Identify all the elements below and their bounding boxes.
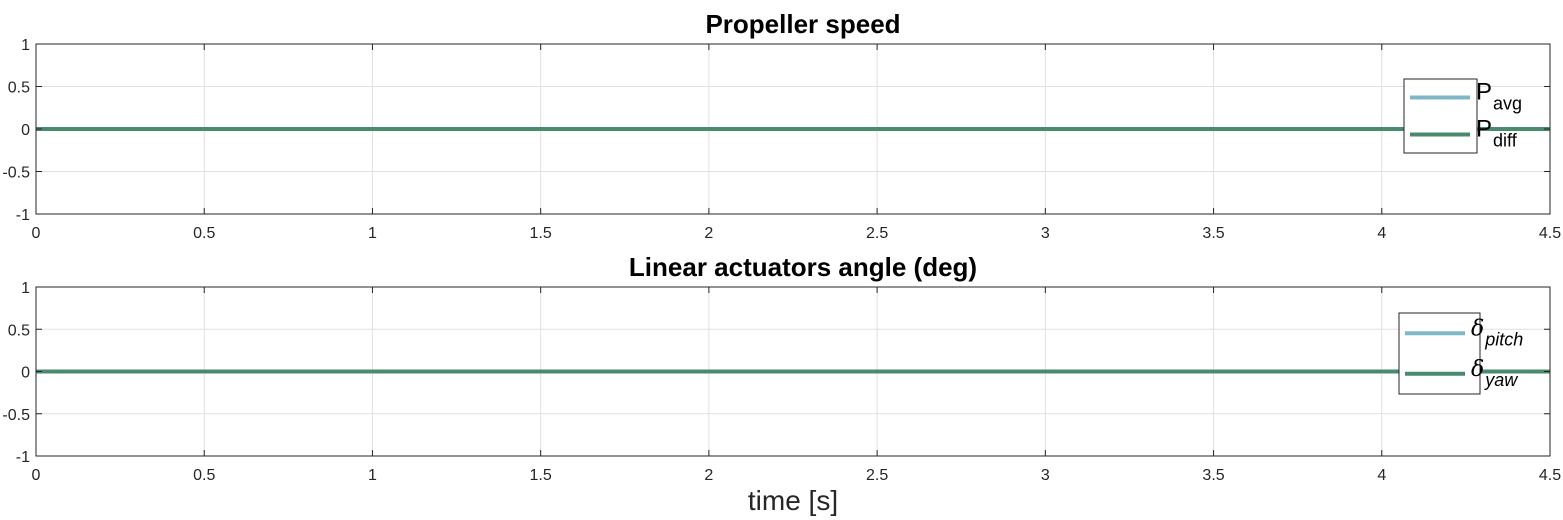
- x-tick-label: 0.5: [193, 225, 215, 242]
- y-tick-label: -1: [16, 449, 30, 466]
- x-tick-label: 4.5: [1539, 225, 1561, 242]
- x-tick-label: 1.5: [530, 467, 552, 484]
- legend-box: [1398, 312, 1481, 395]
- x-tick-label: 3.5: [1202, 225, 1224, 242]
- legend-entry-yaw: δyaw: [1405, 357, 1518, 390]
- x-axis-label: time [s]: [748, 485, 838, 516]
- y-tick-label: 0.5: [8, 80, 30, 97]
- y-tick-label: -0.5: [2, 407, 30, 424]
- x-tick-label: 0: [32, 467, 41, 484]
- legend-label: δyaw: [1471, 357, 1518, 390]
- y-tick-label: 1: [21, 280, 30, 297]
- y-tick-label: -0.5: [2, 165, 30, 182]
- x-tick-label: 4.5: [1539, 467, 1561, 484]
- legend-box: [1403, 78, 1478, 154]
- chart-title: Linear actuators angle (deg): [629, 252, 977, 282]
- x-tick-label: 2.5: [866, 225, 888, 242]
- chart-1: 0 0.5 1 1.5 2 2.5 3 3.5 4 4.5 -1 -0.5 0 0.5 1 Propeller…: [2, 9, 1561, 242]
- y-tick-label: 0: [21, 365, 30, 382]
- x-tick-label: 3: [1041, 225, 1050, 242]
- x-tick-label: 1.5: [530, 225, 552, 242]
- x-tick-label: 0.5: [193, 467, 215, 484]
- x-tick-label: 2: [704, 467, 713, 484]
- x-tick-label: 1: [368, 467, 377, 484]
- legend-entry-pitch: δpitch: [1405, 316, 1523, 349]
- legend-label: Pdiff: [1476, 116, 1518, 151]
- y-tick-label: 1: [21, 37, 30, 54]
- legend: δpitch δyaw: [1398, 312, 1523, 395]
- x-tick-label: 4: [1377, 467, 1386, 484]
- legend-entry-diff: Pdiff: [1410, 116, 1518, 151]
- chart-2: 0 0.5 1 1.5 2 2.5 3 3.5 4 4.5 -1 -0.5 0 0.5 1 Linear ac…: [2, 252, 1561, 516]
- chart-title: Propeller speed: [705, 9, 900, 39]
- legend-label: Pavg: [1476, 79, 1522, 114]
- x-tick-label: 2: [704, 225, 713, 242]
- y-tick-label: 0: [21, 122, 30, 139]
- x-tick-label: 3.5: [1202, 467, 1224, 484]
- y-tick-label: 0.5: [8, 322, 30, 339]
- x-tick-label: 1: [368, 225, 377, 242]
- y-tick-label: -1: [16, 207, 30, 224]
- x-tick-label: 0: [32, 225, 41, 242]
- x-tick-label: 2.5: [866, 467, 888, 484]
- legend-entry-avg: Pavg: [1410, 79, 1522, 114]
- legend-label: δpitch: [1471, 316, 1523, 349]
- x-tick-label: 4: [1377, 225, 1386, 242]
- x-tick-label: 3: [1041, 467, 1050, 484]
